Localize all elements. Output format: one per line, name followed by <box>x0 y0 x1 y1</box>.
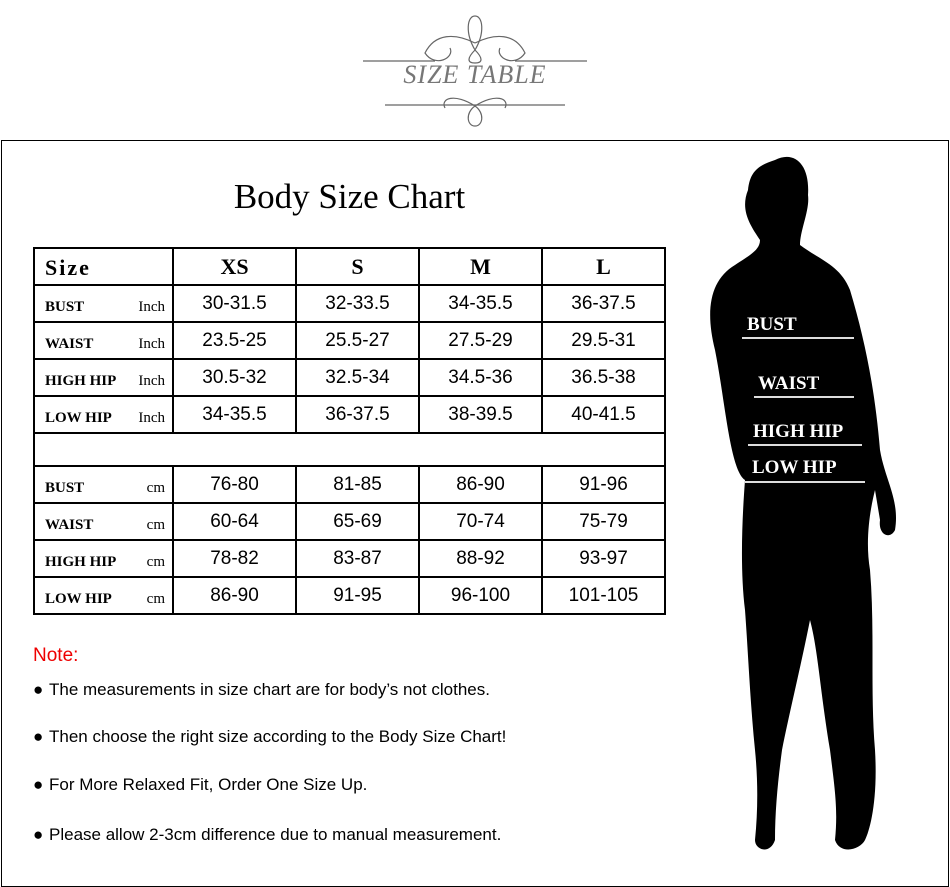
table-cell: 32-33.5 <box>295 284 420 323</box>
row-unit: cm <box>146 517 165 533</box>
row-label: HIGH HIP <box>45 373 117 389</box>
table-row: HIGH HIP cm 78-82 83-87 88-92 93-97 <box>33 539 666 578</box>
row-unit: Inch <box>138 410 165 426</box>
table-cell: 91-95 <box>295 576 420 615</box>
waist-line <box>754 396 854 398</box>
high-hip-line <box>748 444 862 446</box>
table-cell: 36.5-38 <box>541 358 666 397</box>
row-label: LOW HIP <box>45 591 112 607</box>
low-hip-line <box>745 481 865 483</box>
note-title: Note: <box>33 645 79 666</box>
table-cell: 93-97 <box>541 539 666 578</box>
table-cell: 34-35.5 <box>172 395 297 434</box>
table-cell: 91-96 <box>541 465 666 504</box>
table-row: WAIST Inch 23.5-25 25.5-27 27.5-29 29.5-31 <box>33 321 666 360</box>
figure-label-bust: BUST <box>747 314 797 335</box>
table-row: LOW HIP cm 86-90 91-95 96-100 101-105 <box>33 576 666 615</box>
table-cell: 83-87 <box>295 539 420 578</box>
row-unit: Inch <box>138 299 165 315</box>
chart-title: Body Size Chart <box>233 177 466 216</box>
table-cell: 96-100 <box>418 576 543 615</box>
table-row: LOW HIP Inch 34-35.5 36-37.5 38-39.5 40-41.5 <box>33 395 666 434</box>
table-cell: 36-37.5 <box>295 395 420 434</box>
table-cell: 75-79 <box>541 502 666 541</box>
table-cell: 27.5-29 <box>418 321 543 360</box>
table-cell: 60-64 <box>172 502 297 541</box>
note-item: ● The measurements in size chart are for … <box>33 680 490 699</box>
figure-label-low-hip: LOW HIP <box>752 457 837 478</box>
note-item: ● Then choose the right size according to… <box>33 727 507 746</box>
logo-text: SIZE TABLE <box>403 60 547 89</box>
table-cell: 101-105 <box>541 576 666 615</box>
header-m: M <box>418 247 543 286</box>
table-cell: 86-90 <box>172 576 297 615</box>
table-cell: 38-39.5 <box>418 395 543 434</box>
table-row: HIGH HIP Inch 30.5-32 32.5-34 34.5-36 36.5-38 <box>33 358 666 397</box>
table-cell: 36-37.5 <box>541 284 666 323</box>
table-cell: 81-85 <box>295 465 420 504</box>
table-cell: 70-74 <box>418 502 543 541</box>
row-label: BUST <box>45 299 85 315</box>
table-row: BUST Inch 30-31.5 32-33.5 34-35.5 36-37.5 <box>33 284 666 323</box>
table-cell: 86-90 <box>418 465 543 504</box>
table-cell: 32.5-34 <box>295 358 420 397</box>
note-item: ● For More Relaxed Fit, Order One Size Up… <box>33 775 368 794</box>
separator-row <box>33 432 666 467</box>
table-cell: 25.5-27 <box>295 321 420 360</box>
table-header-row: Size XS S M L <box>33 247 666 286</box>
table-cell: 23.5-25 <box>172 321 297 360</box>
header-l: L <box>541 247 666 286</box>
row-label: WAIST <box>45 517 94 533</box>
figure-label-high-hip: HIGH HIP <box>753 421 844 442</box>
size-table: Size XS S M L BUST Inch 30-31.5 32-33.5 34-3… <box>33 247 666 615</box>
table-row: BUST cm 76-80 81-85 86-90 91-96 <box>33 465 666 504</box>
row-unit: Inch <box>138 373 165 389</box>
table-row: WAIST cm 60-64 65-69 70-74 75-79 <box>33 502 666 541</box>
row-label: BUST <box>45 480 85 496</box>
table-cell: 30-31.5 <box>172 284 297 323</box>
table-cell: 78-82 <box>172 539 297 578</box>
table-cell: 34.5-36 <box>418 358 543 397</box>
row-unit: cm <box>146 554 165 570</box>
row-unit: Inch <box>138 336 165 352</box>
note-item: ● Please allow 2-3cm difference due to ma… <box>33 825 502 844</box>
ornament-logo <box>363 15 587 127</box>
table-cell: 30.5-32 <box>172 358 297 397</box>
bust-line <box>742 337 854 339</box>
table-cell: 29.5-31 <box>541 321 666 360</box>
body-silhouette <box>710 156 897 850</box>
row-label: WAIST <box>45 336 94 352</box>
table-cell: 88-92 <box>418 539 543 578</box>
row-label: HIGH HIP <box>45 554 117 570</box>
header-s: S <box>295 247 420 286</box>
table-cell: 40-41.5 <box>541 395 666 434</box>
header-size: Size <box>45 255 91 280</box>
figure-label-waist: WAIST <box>758 373 820 394</box>
table-cell: 65-69 <box>295 502 420 541</box>
table-cell: 76-80 <box>172 465 297 504</box>
header-xs: XS <box>172 247 297 286</box>
row-unit: cm <box>146 591 165 607</box>
row-unit: cm <box>146 480 165 496</box>
row-label: LOW HIP <box>45 410 112 426</box>
table-cell: 34-35.5 <box>418 284 543 323</box>
